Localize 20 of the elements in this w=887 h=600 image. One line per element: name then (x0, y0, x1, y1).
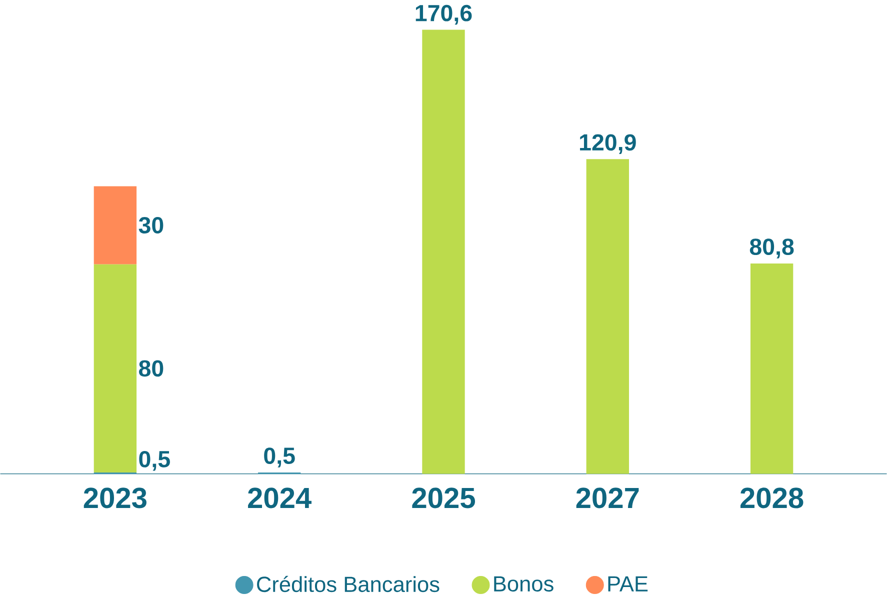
bar (94, 264, 137, 473)
x-tick-label: 2024 (248, 488, 312, 508)
data-label: 170,6 (416, 4, 472, 25)
legend-label: Bonos (494, 576, 554, 592)
x-tick-label: 2027 (576, 488, 639, 508)
x-tick-label: 2025 (412, 488, 476, 508)
bar (586, 159, 629, 474)
bar (94, 186, 137, 264)
data-label: 0,5 (139, 451, 170, 471)
data-label: 80,8 (750, 238, 794, 258)
bar (750, 264, 794, 474)
legend-label: Créditos Bancarios (257, 576, 440, 592)
data-label: 30 (138, 217, 164, 234)
data-label: 120,9 (580, 134, 636, 154)
x-tick-label: 2028 (740, 488, 804, 508)
x-tick-label: 2023 (84, 488, 146, 508)
data-label: 80 (139, 360, 164, 377)
bar (422, 30, 465, 474)
legend-label: PAE (608, 576, 648, 592)
data-label: 0,5 (264, 448, 295, 468)
